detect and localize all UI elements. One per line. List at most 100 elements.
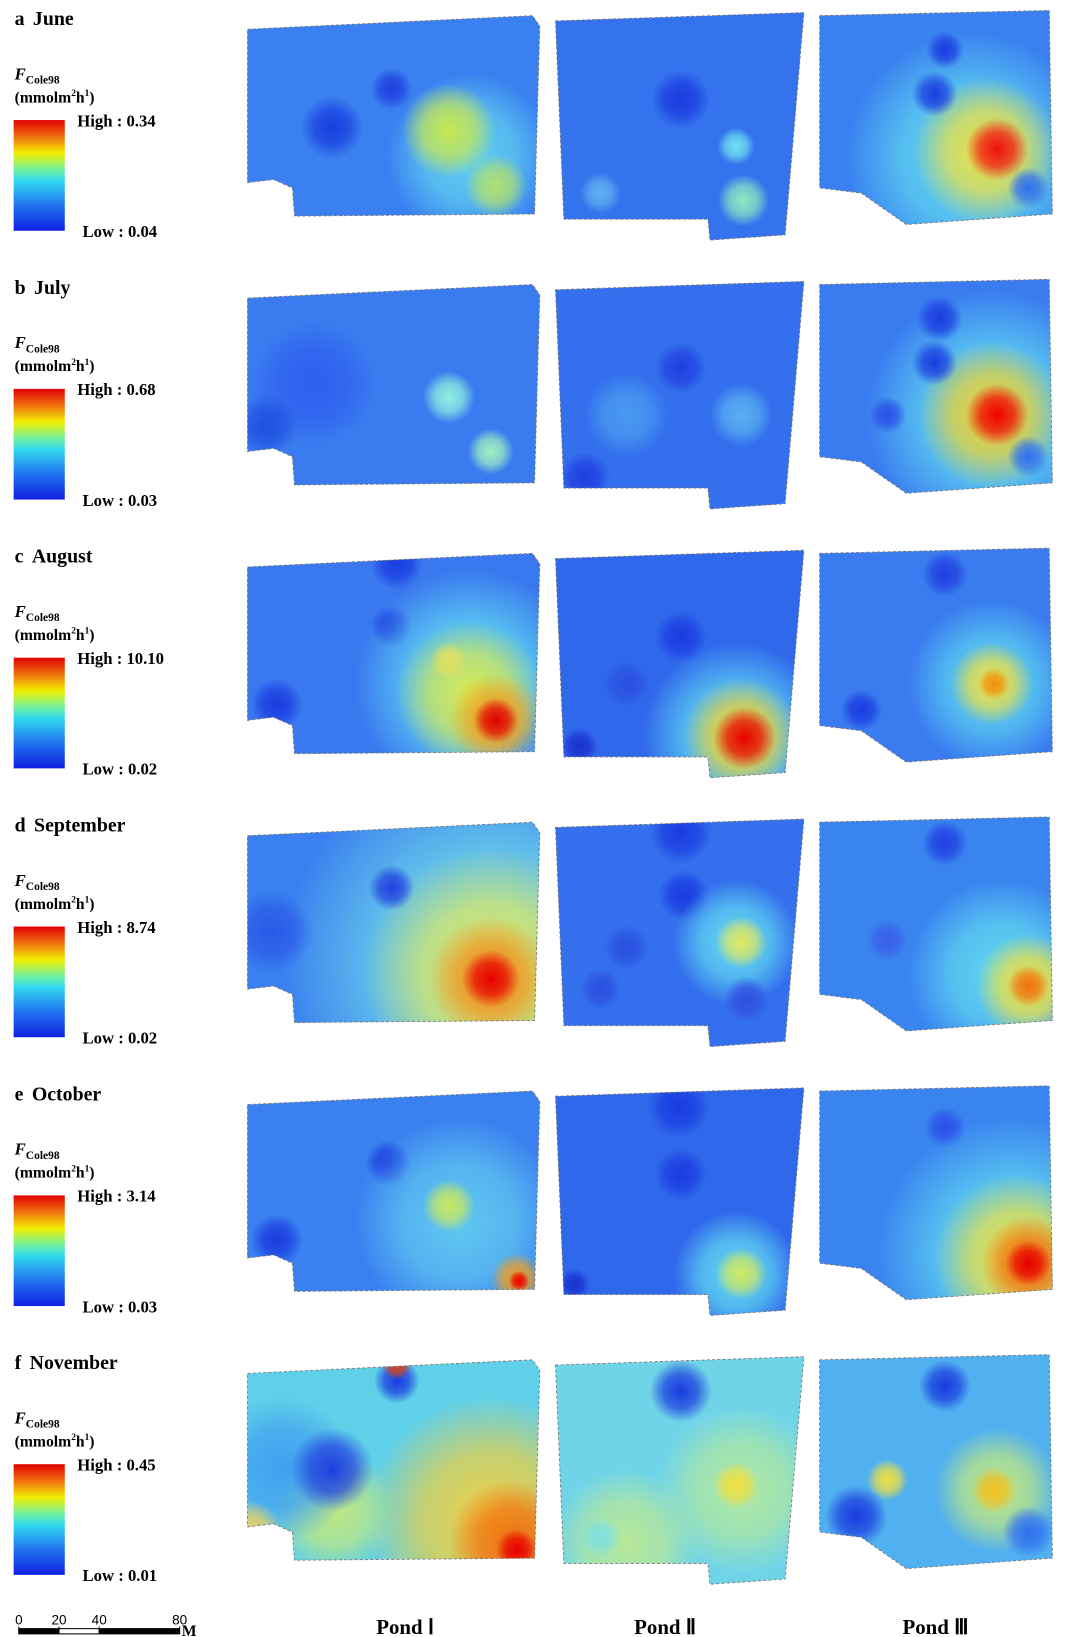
unit-sup: 2 xyxy=(71,896,76,906)
hotspot xyxy=(649,1359,713,1423)
unit: ) xyxy=(89,896,94,913)
unit: (mmolm xyxy=(15,896,72,913)
panel-letter: e xyxy=(15,1083,24,1105)
unit-sup: 2 xyxy=(71,89,76,99)
hotspot xyxy=(247,890,314,974)
hotspot xyxy=(717,174,770,227)
variable-subscript: Cole98 xyxy=(26,1150,60,1162)
hotspot xyxy=(926,31,964,69)
legend-unit: (mmolm2h1) xyxy=(15,896,95,913)
panel: f November FCole98 (mmolm2h1) High : 0.45 Low… xyxy=(13,1352,1053,1585)
pond-outline xyxy=(555,818,805,1048)
hotspot xyxy=(382,1359,412,1380)
hotspot xyxy=(422,371,476,424)
panel-month: November xyxy=(30,1352,118,1374)
unit: (mmolm xyxy=(15,627,72,644)
pond-map xyxy=(555,819,804,1047)
unit: ) xyxy=(89,89,94,106)
panel-title: d September xyxy=(15,815,126,837)
variable-subscript: Cole98 xyxy=(26,343,60,355)
hotspot xyxy=(464,154,528,217)
panel: a June FCole98 (mmolm2h1) High : 0.34 Low : 0… xyxy=(13,8,1053,241)
scale-label: 0 xyxy=(15,1612,23,1627)
hotspot xyxy=(647,1087,710,1138)
pond-map xyxy=(555,281,804,509)
unit: h xyxy=(76,1433,85,1450)
pond-outline xyxy=(555,1356,805,1585)
hotspot xyxy=(461,949,520,1008)
panel-letter: d xyxy=(15,815,26,837)
panel-month: September xyxy=(34,815,126,837)
hotspot xyxy=(430,642,468,680)
panel: c August FCole98 (mmolm2h1) High : 10.10 Low … xyxy=(13,546,1053,779)
pond-outline xyxy=(247,821,541,1024)
scale-unit: M xyxy=(182,1623,197,1637)
pond-label: Pond Ⅲ xyxy=(902,1615,968,1637)
legend-low: Low : 0.02 xyxy=(83,1028,158,1047)
hotspot xyxy=(422,1179,476,1232)
legend-high: High : 0.45 xyxy=(77,1455,155,1474)
panel-month: June xyxy=(33,8,74,30)
hotspot xyxy=(560,727,599,766)
hotspot xyxy=(921,820,968,867)
variable: F xyxy=(14,1409,26,1428)
color-bar xyxy=(13,1195,65,1307)
unit-sup: 1 xyxy=(85,896,90,906)
pond-outline xyxy=(819,547,1053,763)
unit: h xyxy=(76,627,85,644)
legend-title: FCole98 xyxy=(14,333,60,355)
hotspot xyxy=(373,1359,420,1404)
hotspot xyxy=(300,96,364,159)
hotspot xyxy=(824,1485,888,1548)
scale-segment xyxy=(98,1628,181,1635)
legend-title: FCole98 xyxy=(14,871,60,893)
hotspot xyxy=(558,451,611,504)
panel-month: July xyxy=(34,277,70,299)
scale-label: 80 xyxy=(172,1612,188,1627)
hotspot xyxy=(603,924,650,971)
unit: (mmolm xyxy=(15,358,72,375)
pond-outline xyxy=(555,549,805,779)
panel-title: e October xyxy=(15,1083,102,1105)
hotspot xyxy=(250,1214,303,1267)
hotspot xyxy=(370,67,413,110)
panel-title: f November xyxy=(15,1352,118,1374)
hotspot xyxy=(654,610,707,663)
panel-letter: f xyxy=(15,1352,22,1374)
pond-map xyxy=(247,1359,540,1561)
color-bar xyxy=(13,926,65,1038)
hotspot xyxy=(1002,1505,1053,1559)
panel-letter: a xyxy=(15,8,25,30)
pond-outline xyxy=(819,278,1053,494)
hotspot xyxy=(555,1469,700,1585)
pond-map xyxy=(819,1085,1053,1300)
hotspot xyxy=(508,1270,530,1292)
pond-map xyxy=(819,816,1053,1031)
hotspot xyxy=(370,553,423,590)
pond-outline xyxy=(247,552,541,755)
variable: F xyxy=(14,1140,26,1159)
hotspot xyxy=(715,916,768,969)
legend-unit: (mmolm2h1) xyxy=(15,1433,95,1450)
pond-map xyxy=(819,1354,1053,1569)
legend-unit: (mmolm2h1) xyxy=(15,358,95,375)
unit-sup: 2 xyxy=(71,358,76,368)
pond-map xyxy=(247,1090,540,1292)
variable: F xyxy=(14,602,26,621)
hotspot xyxy=(584,373,669,457)
legend-unit: (mmolm2h1) xyxy=(15,627,95,644)
unit: ) xyxy=(89,1165,94,1182)
unit-sup: 2 xyxy=(71,1433,76,1443)
hotspot xyxy=(1007,435,1050,478)
panel-letter: c xyxy=(15,546,24,568)
hotspot xyxy=(603,660,650,707)
pond-outline xyxy=(819,1085,1053,1301)
hotspot xyxy=(866,1458,909,1501)
pond-outline xyxy=(247,284,541,486)
panel-title: c August xyxy=(15,546,93,568)
hotspot xyxy=(868,396,907,434)
hotspot xyxy=(649,819,713,864)
hotspot xyxy=(467,428,514,475)
legend-low: Low : 0.03 xyxy=(83,1297,158,1316)
unit: ) xyxy=(89,358,94,375)
